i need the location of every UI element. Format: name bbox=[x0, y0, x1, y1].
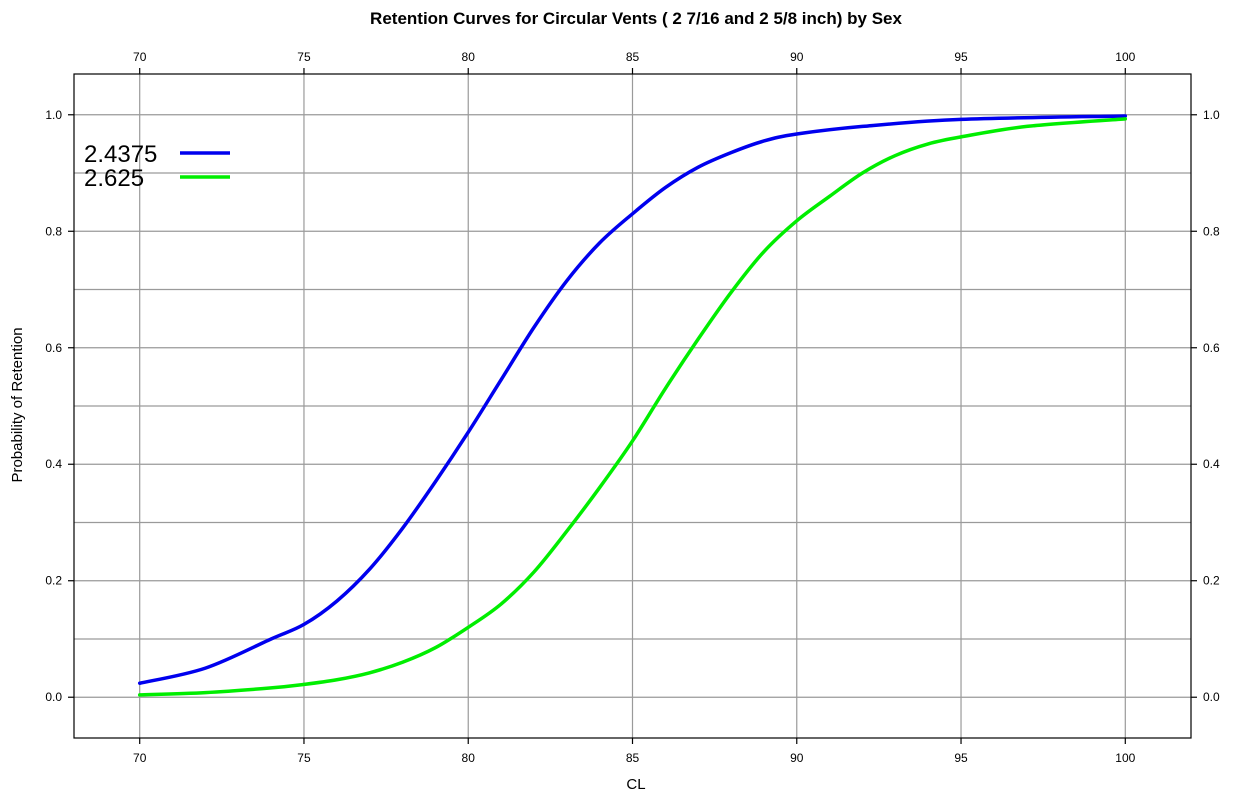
grid-layer bbox=[74, 74, 1191, 738]
x-tick-label-bottom: 70 bbox=[133, 751, 147, 765]
x-tick-label-bottom: 100 bbox=[1115, 751, 1135, 765]
x-tick-label-bottom: 80 bbox=[462, 751, 476, 765]
x-tick-label-top: 85 bbox=[626, 50, 640, 64]
x-tick-label-top: 70 bbox=[133, 50, 147, 64]
chart-title: Retention Curves for Circular Vents ( 2 … bbox=[370, 9, 902, 28]
y-axis-label: Probability of Retention bbox=[9, 327, 26, 482]
x-tick-label-top: 95 bbox=[954, 50, 968, 64]
x-tick-label-bottom: 95 bbox=[954, 751, 968, 765]
y-tick-label-left: 0.4 bbox=[45, 457, 62, 471]
x-tick-label-bottom: 90 bbox=[790, 751, 804, 765]
x-axis-label: CL bbox=[626, 776, 645, 793]
x-tick-label-top: 80 bbox=[462, 50, 476, 64]
y-tick-label-right: 0.4 bbox=[1203, 457, 1220, 471]
y-tick-label-left: 0.2 bbox=[45, 574, 62, 588]
x-tick-label-top: 100 bbox=[1115, 50, 1135, 64]
y-tick-label-right: 0.2 bbox=[1203, 574, 1220, 588]
y-tick-label-left: 0.6 bbox=[45, 341, 62, 355]
y-tick-label-right: 0.6 bbox=[1203, 341, 1220, 355]
x-tick-label-top: 90 bbox=[790, 50, 804, 64]
series-line-1 bbox=[137, 114, 1128, 685]
y-tick-label-left: 1.0 bbox=[45, 108, 62, 122]
series-line-2 bbox=[137, 117, 1128, 697]
y-tick-label-left: 0.8 bbox=[45, 224, 62, 238]
ticks-layer: 70 70 75 75 80 80 85 85 90 90 95 95 100 100 0.0 0.0 0.2 0… bbox=[45, 50, 1220, 765]
y-tick-label-left: 0.0 bbox=[45, 690, 62, 704]
legend-label-1: 2.4375 bbox=[84, 141, 157, 168]
series-layer bbox=[137, 114, 1128, 697]
x-tick-label-top: 75 bbox=[297, 50, 311, 64]
x-tick-label-bottom: 85 bbox=[626, 751, 640, 765]
y-tick-label-right: 0.0 bbox=[1203, 690, 1220, 704]
y-tick-label-right: 0.8 bbox=[1203, 224, 1220, 238]
x-tick-label-bottom: 75 bbox=[297, 751, 311, 765]
legend-label-2: 2.625 bbox=[84, 165, 144, 192]
y-tick-label-right: 1.0 bbox=[1203, 108, 1220, 122]
